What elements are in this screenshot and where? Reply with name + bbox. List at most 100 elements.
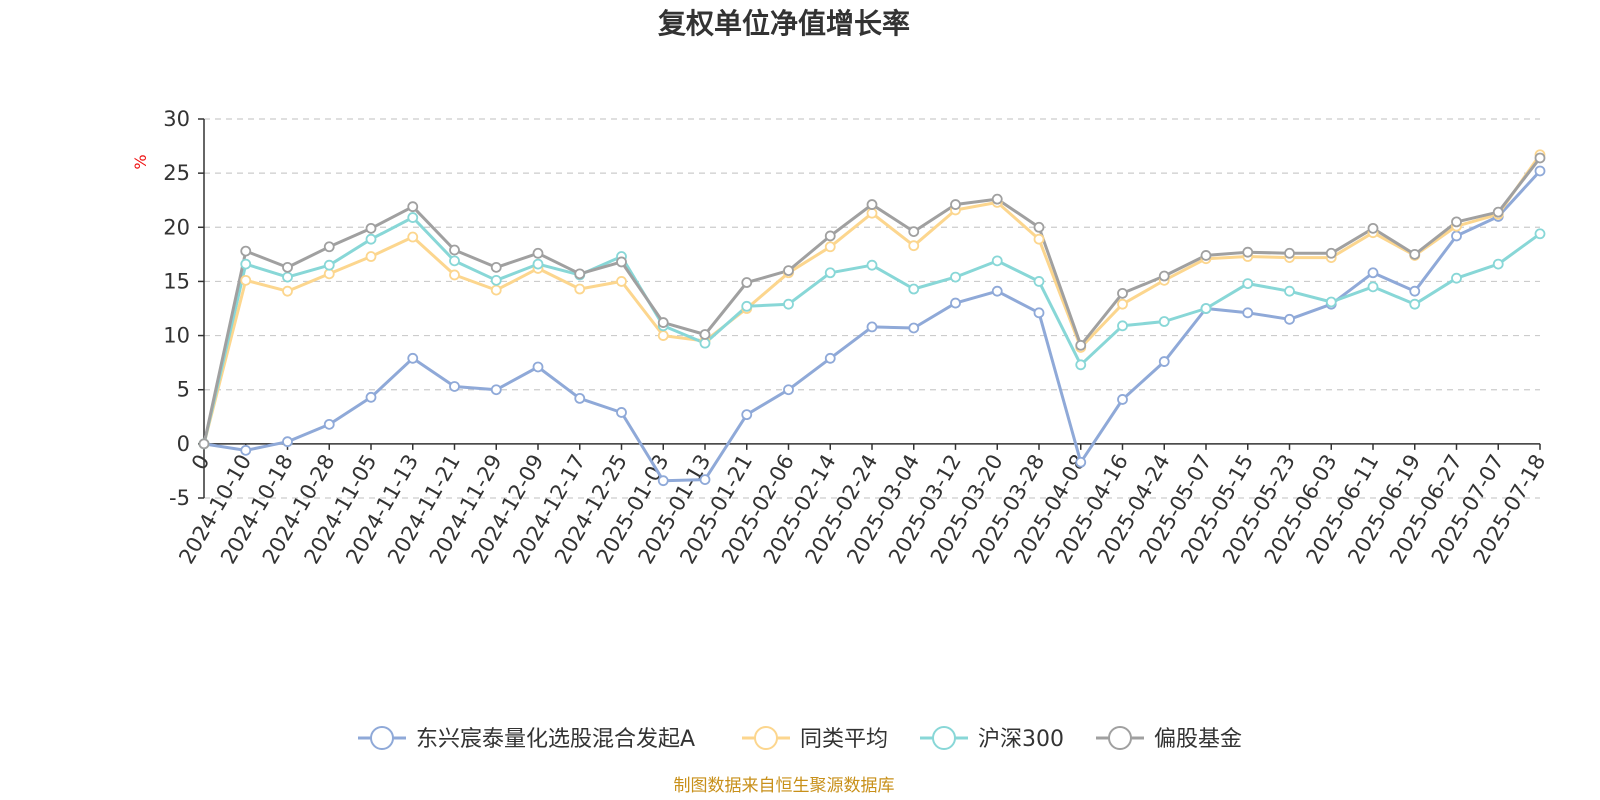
- source-note: 制图数据来自恒生聚源数据库: [674, 776, 895, 796]
- legend: 东兴宸泰量化选股混合发起A 同类平均 沪深300 偏股基金: [358, 726, 1242, 752]
- data-point: [1534, 228, 1546, 240]
- data-point: [866, 259, 878, 271]
- data-point: [365, 233, 377, 245]
- x-tick-label: 0: [187, 450, 214, 474]
- x-axis-ticks: 02024-10-102024-10-182024-10-282024-11-0…: [174, 450, 1550, 568]
- data-point: [1117, 298, 1128, 310]
- data-point: [1284, 313, 1295, 325]
- data-point: [908, 226, 920, 238]
- data-point: [323, 241, 335, 253]
- legend-swatch-marker: [370, 726, 394, 750]
- data-point: [449, 269, 460, 281]
- data-point: [1033, 221, 1045, 233]
- data-point: [1492, 206, 1504, 218]
- data-point: [1158, 356, 1170, 367]
- data-point: [407, 201, 419, 213]
- data-point: [1409, 298, 1421, 310]
- data-point: [866, 199, 878, 210]
- data-point: [1284, 247, 1295, 259]
- data-point: [824, 352, 836, 364]
- y-tick-label: 0: [177, 432, 190, 456]
- data-point: [532, 258, 544, 270]
- data-point: [1534, 152, 1546, 164]
- data-point: [1492, 258, 1504, 270]
- legend-item-2[interactable]: 沪深300: [920, 726, 1064, 752]
- data-point: [657, 317, 669, 328]
- data-point: [908, 240, 920, 252]
- y-tick-label: 25: [163, 161, 190, 185]
- data-point: [1409, 248, 1421, 260]
- data-point: [282, 436, 293, 448]
- data-point: [282, 285, 293, 297]
- data-point: [783, 384, 794, 396]
- data-point: [991, 193, 1003, 205]
- data-point: [1158, 270, 1170, 282]
- data-point: [741, 300, 753, 312]
- data-point: [365, 251, 377, 262]
- data-point: [240, 245, 252, 257]
- grid: [204, 118, 1540, 499]
- data-point: [1284, 285, 1295, 297]
- data-point: [657, 475, 669, 487]
- data-point: [824, 267, 836, 279]
- data-point: [574, 283, 586, 295]
- data-point: [908, 283, 920, 295]
- data-point: [1409, 285, 1421, 297]
- y-axis-unit-label: %: [131, 154, 150, 169]
- data-point: [323, 418, 335, 430]
- y-tick-label: -5: [169, 486, 190, 510]
- data-point: [950, 199, 961, 210]
- y-tick-label: 30: [163, 107, 190, 131]
- data-point: [1033, 233, 1045, 245]
- data-point: [240, 444, 252, 456]
- data-point: [198, 438, 210, 450]
- data-point: [407, 231, 419, 243]
- data-point: [950, 297, 961, 309]
- data-point: [1325, 247, 1337, 259]
- legend-item-0[interactable]: 东兴宸泰量化选股混合发起A: [358, 726, 695, 752]
- data-point: [1117, 287, 1128, 299]
- data-point: [1451, 216, 1462, 228]
- data-point: [657, 330, 669, 341]
- legend-swatch-marker: [932, 726, 956, 750]
- data-point: [574, 268, 586, 280]
- data-point: [741, 277, 753, 288]
- data-point: [449, 244, 460, 256]
- data-point: [783, 298, 794, 310]
- axes: [198, 118, 1541, 499]
- data-point: [1200, 303, 1212, 314]
- legend-item-3[interactable]: 偏股基金: [1096, 726, 1242, 752]
- legend-swatch-marker: [754, 726, 778, 750]
- data-point: [699, 474, 711, 485]
- data-point: [323, 268, 335, 280]
- data-point: [866, 207, 878, 219]
- legend-label: 沪深300: [978, 727, 1064, 752]
- legend-label: 同类平均: [800, 727, 888, 752]
- data-point: [365, 391, 377, 403]
- y-tick-label: 20: [163, 215, 190, 239]
- y-axis-ticks: -5 0 5 10 15 20 25 30: [163, 107, 190, 510]
- series-markers: [198, 149, 1546, 487]
- data-point: [1200, 250, 1212, 261]
- data-point: [1534, 165, 1546, 177]
- data-point: [991, 285, 1003, 297]
- data-point: [407, 352, 419, 364]
- data-point: [323, 259, 335, 271]
- data-point: [240, 274, 252, 286]
- data-point: [908, 322, 920, 334]
- legend-label: 东兴宸泰量化选股混合发起A: [416, 727, 695, 752]
- y-tick-label: 10: [163, 324, 190, 348]
- data-point: [449, 381, 460, 392]
- data-point: [1033, 276, 1045, 287]
- data-point: [1242, 307, 1254, 319]
- data-point: [490, 384, 502, 396]
- data-point: [407, 212, 419, 223]
- data-point: [991, 255, 1003, 267]
- legend-item-1[interactable]: 同类平均: [742, 726, 888, 752]
- data-point: [449, 255, 460, 267]
- data-point: [1117, 320, 1128, 332]
- data-point: [532, 247, 544, 259]
- data-point: [365, 222, 377, 234]
- data-point: [1075, 339, 1087, 351]
- data-point: [950, 271, 961, 283]
